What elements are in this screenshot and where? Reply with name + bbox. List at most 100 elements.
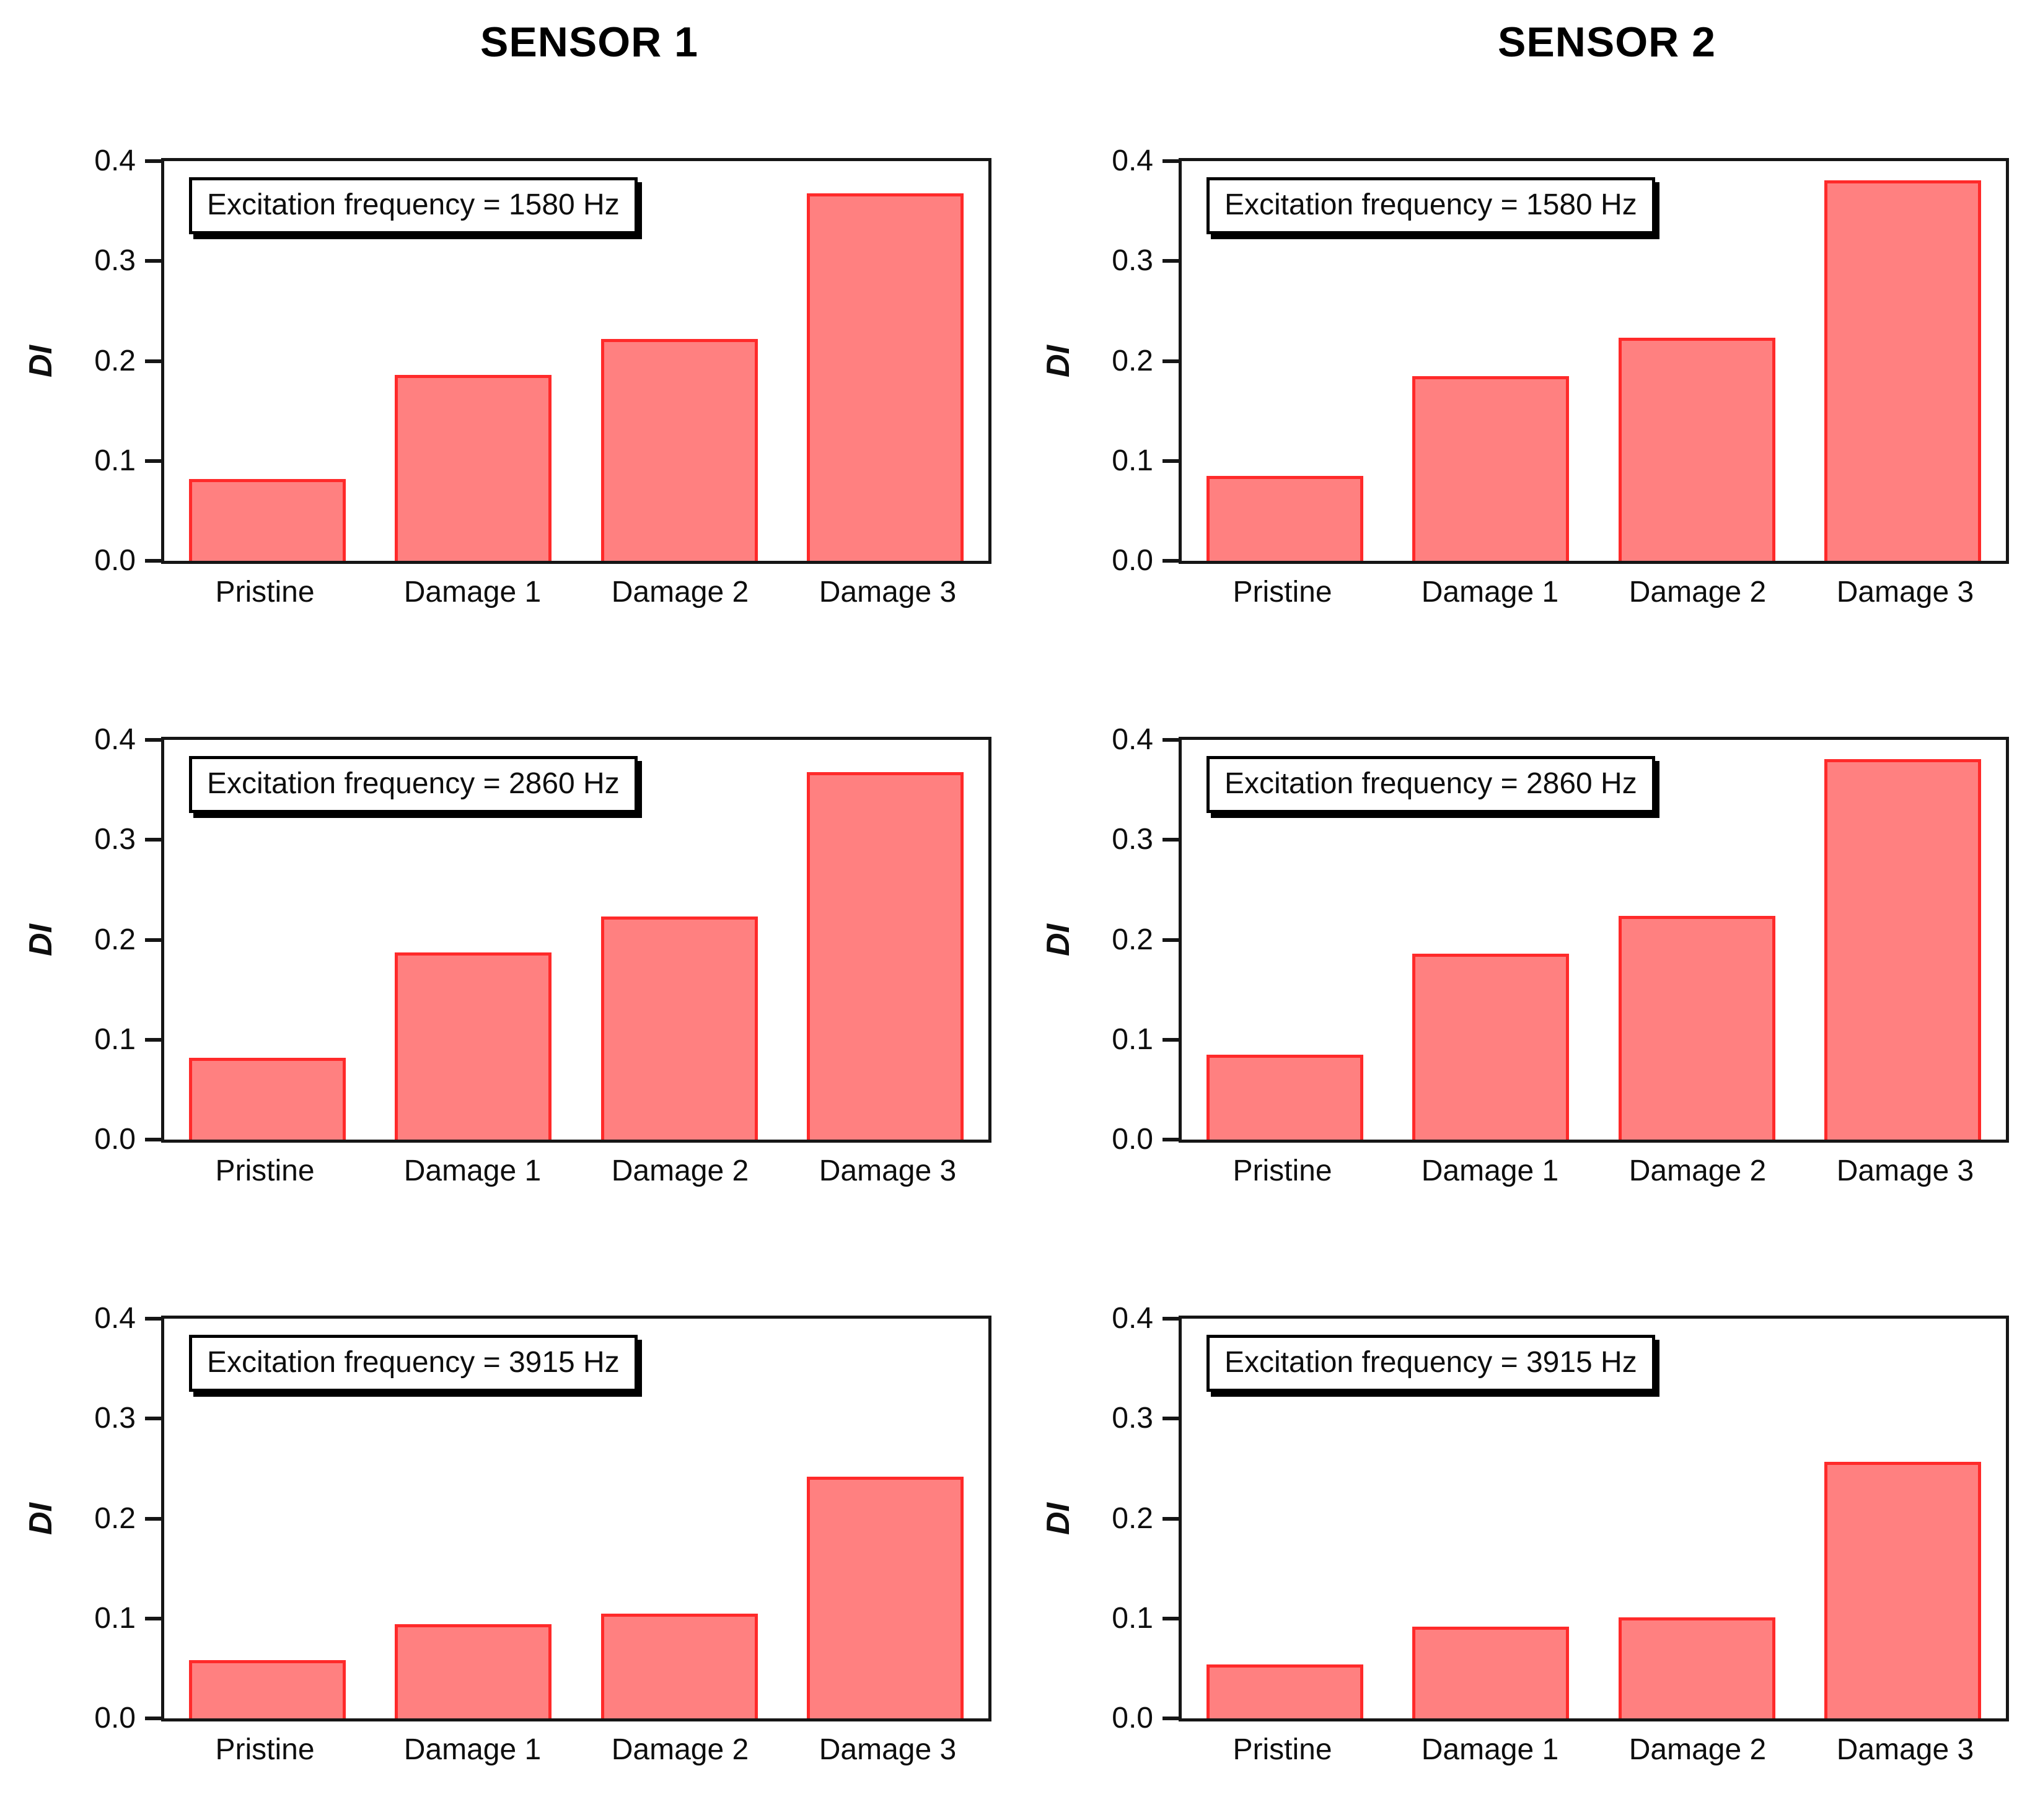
plot-area: Excitation frequency = 2860 Hz 0.0 0.1 0.2… [1112,725,2009,1154]
charts-grid: DI Excitation frequency = 1580 Hz 0.0 0.1… [0,84,2035,1820]
y-tick-mark [1163,738,1179,742]
y-tick-mark [1163,359,1179,363]
x-axis-labels: Pristine Damage 1 Damage 2 Damage 3 [161,564,991,621]
excitation-frequency-label: Excitation frequency = 1580 Hz [189,177,638,234]
y-tick-label: 0.0 [94,544,136,577]
y-tick-label: 0.4 [1112,144,1153,177]
bar-damage-2 [1618,1617,1775,1718]
bar-pristine [188,478,346,561]
bar-damage-1 [1412,954,1570,1140]
x-tick-label-damage-1: Damage 1 [1421,1154,1559,1187]
plot-area: Excitation frequency = 3915 Hz 0.0 0.1 0.2… [94,1304,991,1733]
bar-damage-3 [807,193,964,561]
bar-chart-row1-col2: DI Excitation frequency = 1580 Hz 0.0 0.1… [1018,84,2035,662]
y-tick-mark [1163,1616,1179,1620]
x-tick-label-pristine: Pristine [215,1733,315,1766]
y-tick-label: 0.3 [94,244,136,278]
x-tick-label-pristine: Pristine [1233,1733,1332,1766]
y-tick-mark [145,1317,161,1321]
y-tick-label: 0.4 [94,723,136,756]
bar-pristine [1206,1054,1363,1140]
x-tick-label-damage-3: Damage 3 [819,576,957,609]
excitation-frequency-label: Excitation frequency = 3915 Hz [1206,1335,1655,1392]
y-tick-mark [1163,1717,1179,1720]
y-tick-label: 0.2 [1112,923,1153,956]
bar-damage-3 [1824,1461,1982,1718]
bar-pristine [1206,1664,1363,1718]
bar-damage-1 [395,1624,552,1718]
excitation-frequency-label: Excitation frequency = 2860 Hz [189,756,638,813]
plot-area: Excitation frequency = 2860 Hz 0.0 0.1 0.2… [94,725,991,1154]
x-tick-label-damage-3: Damage 3 [1836,1733,1974,1766]
bar-pristine [188,1660,346,1718]
y-axis-label: DI [23,1503,59,1535]
bar-chart-row2-col2: DI Excitation frequency = 2860 Hz 0.0 0.1… [1018,662,2035,1241]
y-tick-mark [1163,838,1179,842]
y-tick-mark [1163,938,1179,942]
bar-chart-row1-col1: DI Excitation frequency = 1580 Hz 0.0 0.1… [0,84,1018,662]
plot-area: Excitation frequency = 1580 Hz 0.0 0.1 0.2… [1112,146,2009,576]
y-tick-mark [1163,1516,1179,1521]
x-tick-label-damage-2: Damage 2 [611,1733,749,1766]
y-tick-label: 0.2 [94,923,136,956]
x-tick-label-damage-2: Damage 2 [1628,1733,1767,1766]
x-tick-label-damage-3: Damage 3 [819,1733,957,1766]
y-tick-label: 0.4 [1112,723,1153,756]
x-tick-label-damage-2: Damage 2 [611,1154,749,1187]
bar-chart-row3-col2: DI Excitation frequency = 3915 Hz 0.0 0.1… [1018,1241,2035,1820]
y-tick-mark [145,359,161,363]
bar-damage-2 [1618,338,1775,561]
y-tick-label: 0.1 [1112,1601,1153,1635]
y-tick-mark [1163,1037,1179,1042]
y-tick-mark [1163,459,1179,463]
x-tick-label-damage-3: Damage 3 [819,1154,957,1187]
bar-damage-1 [1412,376,1570,561]
bar-damage-2 [600,339,758,561]
bar-pristine [188,1057,346,1140]
y-tick-mark [145,559,161,563]
y-tick-mark [145,838,161,842]
column-title-sensor-1: SENSOR 1 [480,18,698,66]
x-tick-label-damage-2: Damage 2 [611,576,749,609]
excitation-frequency-label: Excitation frequency = 2860 Hz [1206,756,1655,813]
excitation-frequency-label: Excitation frequency = 3915 Hz [189,1335,638,1392]
bar-damage-2 [600,1613,758,1718]
y-tick-mark [1163,259,1179,263]
y-tick-mark [1163,1417,1179,1421]
y-tick-label: 0.2 [94,344,136,377]
y-tick-label: 0.0 [94,1702,136,1734]
plot-area: Excitation frequency = 3915 Hz 0.0 0.1 0.2… [1112,1304,2009,1733]
x-tick-label-pristine: Pristine [1233,1154,1332,1187]
y-tick-label: 0.2 [94,1501,136,1535]
x-tick-label-damage-1: Damage 1 [403,1733,542,1766]
y-tick-mark [1163,1317,1179,1321]
x-tick-label-pristine: Pristine [215,576,315,609]
y-axis-label: DI [1040,1503,1076,1535]
bar-damage-1 [1412,1626,1570,1718]
y-tick-label: 0.0 [1112,1123,1153,1156]
y-tick-label: 0.3 [94,823,136,856]
y-tick-mark [1163,1138,1179,1141]
bar-damage-3 [807,772,964,1140]
x-axis-labels: Pristine Damage 1 Damage 2 Damage 3 [161,1143,991,1200]
y-tick-label: 0.3 [94,1402,136,1435]
y-tick-mark [145,738,161,742]
figure-header: SENSOR 1 SENSOR 2 [0,0,2035,84]
y-tick-mark [1163,559,1179,563]
bar-chart-row3-col1: DI Excitation frequency = 3915 Hz 0.0 0.1… [0,1241,1018,1820]
y-axis-label: DI [1040,924,1076,956]
x-tick-label-damage-3: Damage 3 [1836,576,1974,609]
y-tick-label: 0.0 [1112,544,1153,577]
y-tick-mark [145,938,161,942]
x-tick-label-pristine: Pristine [215,1154,315,1187]
bar-damage-3 [807,1476,964,1718]
y-tick-mark [145,1417,161,1421]
bar-damage-3 [1824,758,1982,1140]
y-tick-label: 0.1 [94,444,136,477]
x-tick-label-damage-2: Damage 2 [1628,576,1767,609]
x-tick-label-damage-3: Damage 3 [1836,1154,1974,1187]
x-axis-labels: Pristine Damage 1 Damage 2 Damage 3 [1179,564,2009,621]
x-tick-label-damage-1: Damage 1 [403,576,542,609]
y-tick-label: 0.4 [94,144,136,177]
